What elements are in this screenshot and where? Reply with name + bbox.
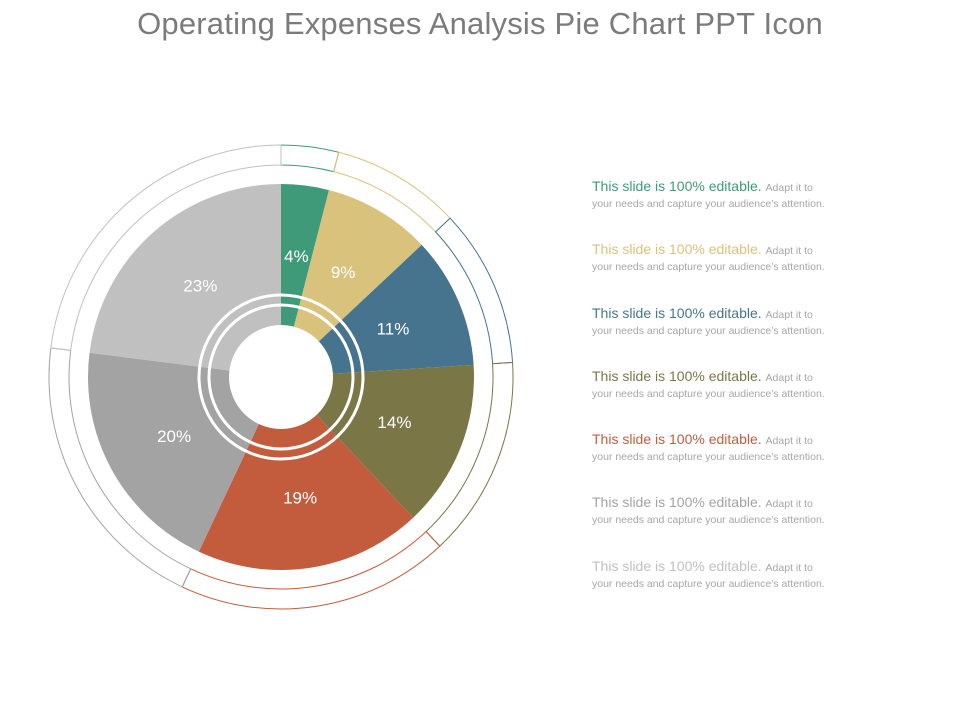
legend-body: your needs and capture your audience’s a… (592, 324, 825, 337)
legend-body: your needs and capture your audience’s a… (592, 387, 825, 400)
legend-heading: This slide is 100% editable. (592, 178, 762, 194)
legend-subtext: Adapt it to (765, 561, 813, 574)
slice-label: 4% (284, 247, 309, 266)
pie-slice (198, 377, 414, 570)
center-ring-inner (207, 303, 355, 451)
legend-subtext: Adapt it to (765, 182, 813, 194)
slice-label: 19% (283, 488, 317, 507)
legend-body: your needs and capture your audience’s a… (592, 451, 825, 464)
legend-subtext: Adapt it to (765, 371, 813, 384)
legend-item: This slide is 100% editable. Adapt it to… (592, 558, 922, 621)
slice-label: 20% (157, 427, 191, 446)
page-title: Operating Expenses Analysis Pie Chart PP… (137, 6, 823, 41)
legend-body: your needs and capture your audience’s a… (592, 261, 825, 274)
slice-label: 23% (183, 276, 217, 295)
legend-heading: This slide is 100% editable. (592, 557, 762, 574)
legend-subtext: Adapt it to (765, 498, 813, 511)
center-hole (229, 325, 333, 429)
legend-heading: This slide is 100% editable. (592, 241, 762, 258)
legend: This slide is 100% editable. Adapt it to… (592, 178, 922, 621)
legend-head-line: This slide is 100% editable. Adapt it to (592, 305, 922, 324)
pie-slice (281, 244, 474, 377)
legend-item: This slide is 100% editable. Adapt it to… (592, 305, 922, 368)
legend-item: This slide is 100% editable. Adapt it to… (592, 241, 922, 304)
legend-heading: This slide is 100% editable. (592, 494, 762, 511)
slice-label: 9% (331, 263, 356, 282)
legend-subtext: Adapt it to (765, 435, 813, 448)
legend-head-line: This slide is 100% editable. Adapt it to (592, 178, 922, 197)
slice-label: 11% (377, 320, 410, 339)
legend-heading: This slide is 100% editable. (592, 431, 762, 448)
legend-item: This slide is 100% editable. Adapt it to… (592, 494, 922, 557)
legend-subtext: Adapt it to (765, 245, 813, 258)
legend-head-line: This slide is 100% editable. Adapt it to (592, 368, 922, 387)
pie-slice (88, 352, 282, 552)
outer-ring-segment (50, 144, 282, 351)
legend-head-line: This slide is 100% editable. Adapt it to (592, 558, 922, 577)
slice-label: 14% (377, 413, 411, 432)
legend-body: your needs and capture your audience’s a… (592, 577, 825, 590)
legend-heading: This slide is 100% editable. (592, 304, 762, 321)
legend-body: your needs and capture your audience’s a… (592, 514, 825, 527)
legend-body: your needs and capture your audience’s a… (592, 198, 825, 210)
outer-ring-segment (280, 144, 340, 173)
center-ring-outer (197, 293, 365, 461)
pie-slice (281, 364, 474, 518)
legend-item: This slide is 100% editable. Adapt it to… (592, 368, 922, 431)
legend-heading: This slide is 100% editable. (592, 367, 762, 384)
legend-subtext: Adapt it to (765, 308, 813, 321)
legend-head-line: This slide is 100% editable. Adapt it to (592, 241, 922, 260)
legend-item: This slide is 100% editable. Adapt it to… (592, 178, 922, 241)
pie-slice (281, 190, 422, 377)
legend-head-line: This slide is 100% editable. Adapt it to (592, 494, 922, 513)
legend-head-line: This slide is 100% editable. Adapt it to (592, 431, 922, 450)
pie-slice (89, 184, 281, 377)
legend-item: This slide is 100% editable. Adapt it to… (592, 431, 922, 494)
